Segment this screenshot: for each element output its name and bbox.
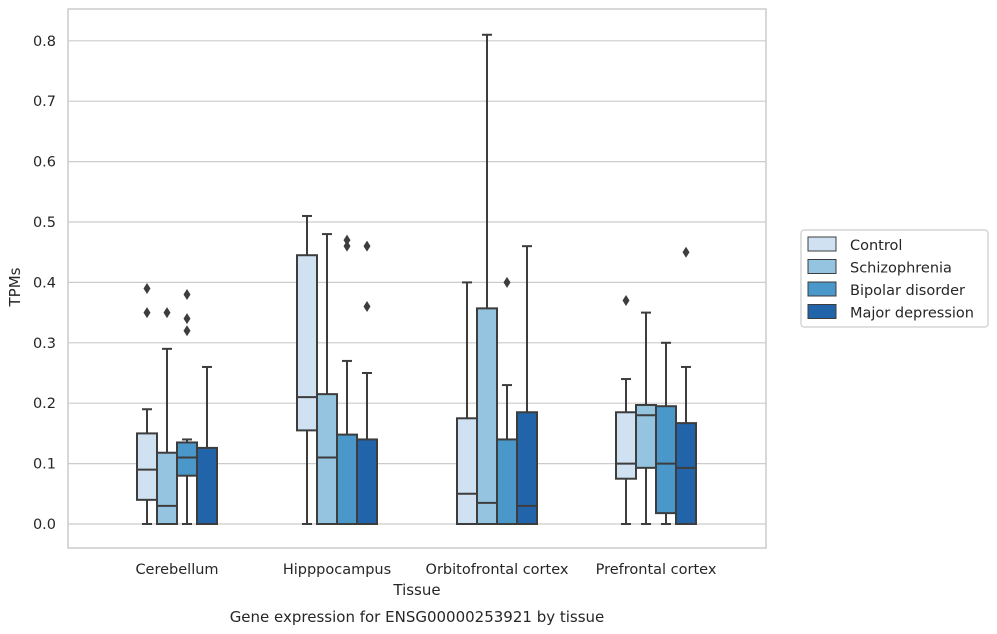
y-tick-label: 0.0 <box>33 517 56 533</box>
box-iqr <box>476 307 498 526</box>
box-bipolar-disorder-prefrontal-cortex <box>655 341 677 525</box>
box-iqr <box>136 432 158 501</box>
y-tick-label: 0.8 <box>33 34 56 50</box>
legend-swatch <box>807 304 837 319</box>
box-major-depression-cerebellum <box>196 365 218 525</box>
outlier-point <box>363 301 371 313</box>
box-iqr <box>296 254 318 432</box>
x-tick-label: Orbitofrontal cortex <box>426 562 569 578</box>
x-axis-title: Tissue <box>392 581 440 599</box>
outlier-point <box>143 307 151 319</box>
box-iqr <box>675 422 697 525</box>
legend-swatch <box>807 236 837 252</box>
x-tick-label: Cerebellum <box>135 562 218 578</box>
outlier-point <box>183 288 191 300</box>
outlier-point <box>503 276 511 288</box>
legend-swatch <box>807 259 837 274</box>
box-control-hipppocampus <box>296 214 318 525</box>
box-iqr <box>156 451 178 525</box>
outlier-point <box>163 307 171 319</box>
outlier-point <box>183 313 191 325</box>
box-iqr <box>496 438 518 525</box>
y-tick-label: 0.5 <box>33 215 56 231</box>
chart-caption: Gene expression for ENSG00000253921 by t… <box>230 608 605 626</box>
y-tick-label: 0.3 <box>33 336 56 352</box>
box-schizophrenia-cerebellum <box>156 307 178 525</box>
box-iqr <box>456 417 478 525</box>
legend-label: Bipolar disorder <box>850 283 965 299</box>
plot-frame <box>67 8 767 549</box>
box-major-depression-prefrontal-cortex <box>675 246 697 525</box>
outlier-point <box>143 282 151 294</box>
box-schizophrenia-orbitofrontal-cortex <box>476 33 498 526</box>
box-bipolar-disorder-cerebellum <box>176 288 198 525</box>
box-iqr <box>176 441 198 477</box>
box-iqr <box>655 405 677 515</box>
legend-swatch <box>807 281 837 297</box>
legend-label: Control <box>850 238 902 254</box>
legend: Control Schizophrenia Bipolar disorder Majo… <box>800 229 989 328</box>
outlier-point <box>343 240 351 252</box>
outlier-point <box>183 325 191 337</box>
legend-label: Major depression <box>850 306 974 322</box>
y-tick-label: 0.4 <box>33 275 56 291</box>
outlier-point <box>682 246 690 258</box>
x-tick-label: Hipppocampus <box>283 562 391 578</box>
box-iqr <box>316 393 338 526</box>
y-axis-title: TPMs <box>6 267 24 307</box>
box-iqr <box>615 411 637 480</box>
legend-frame <box>800 229 989 328</box>
y-tick-label: 0.7 <box>33 94 56 110</box>
box-schizophrenia-prefrontal-cortex <box>635 311 657 525</box>
outlier-point <box>622 295 630 307</box>
box-iqr <box>516 411 538 526</box>
box-major-depression-hipppocampus <box>356 240 378 525</box>
box-major-depression-orbitofrontal-cortex <box>516 245 538 526</box>
y-tick-label: 0.6 <box>33 155 56 171</box>
box-iqr <box>356 438 378 525</box>
y-tick-label: 0.1 <box>33 457 56 473</box>
box-iqr <box>196 446 218 525</box>
outlier-point <box>363 240 371 252</box>
box-control-cerebellum <box>136 282 158 525</box>
x-tick-label: Prefrontal cortex <box>596 562 717 578</box>
legend-label: Schizophrenia <box>850 261 952 277</box>
box-iqr <box>336 433 358 525</box>
outlier-point <box>343 234 351 246</box>
y-tick-label: 0.2 <box>33 396 56 412</box>
